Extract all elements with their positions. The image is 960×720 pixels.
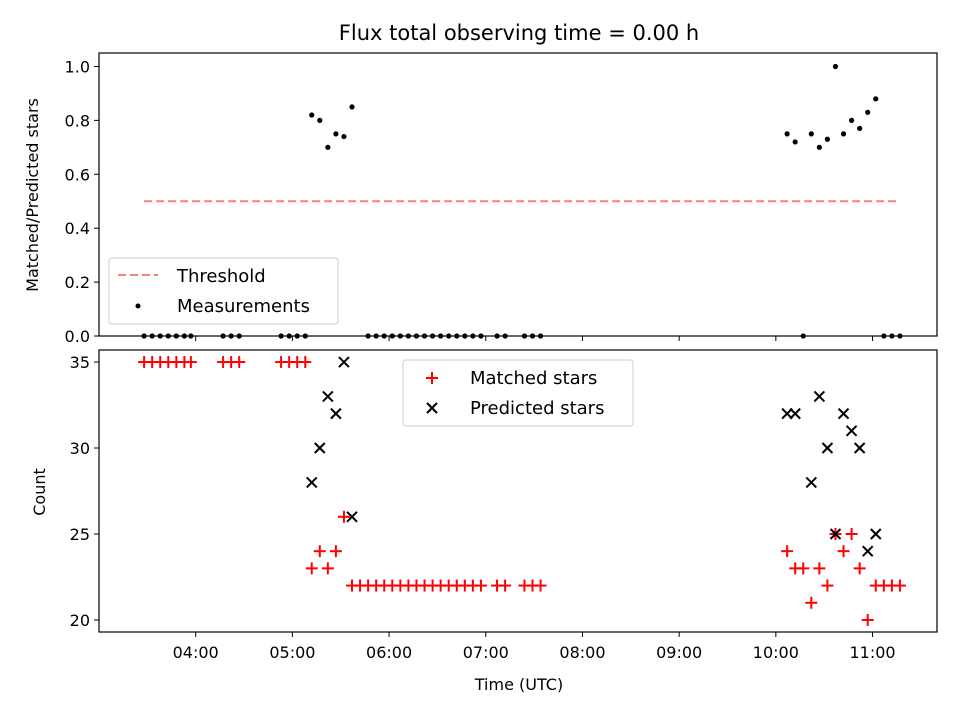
matched-star-point [853,562,866,575]
predicted-star-point [306,476,318,489]
chart-title: Flux total observing time = 0.00 h [339,21,699,45]
measurement-point [784,131,790,137]
matched-star-point [474,579,487,592]
predicted-star-point [330,407,342,420]
legend-measurements-swatch [135,303,141,309]
x-tick-label: 04:00 [173,643,219,662]
matched-star-point [305,562,318,575]
measurement-point [832,63,839,70]
bottom-data-marks [138,356,906,626]
bottom-panel: Count Time (UTC) 20 25 30 35 04:00 05:00 06:00… [30,349,938,694]
predicted-star-point [829,528,842,540]
measurement-point [333,131,339,137]
measurement-point [792,139,798,145]
predicted-star-point [837,407,850,420]
matched-star-point [534,579,547,592]
matched-star-point [861,613,874,626]
matched-star-point [313,545,326,558]
matched-star-point [329,545,342,558]
predicted-star-point [861,545,874,557]
x-tick-label: 10:00 [753,643,799,662]
bottom-y-tick-label: 30 [70,439,90,458]
top-axes-ticks: 0.0 0.2 0.4 0.6 0.8 1.0 [65,57,874,346]
legend-threshold-label: Threshold [176,266,266,287]
measurement-point [873,96,879,102]
predicted-star-point [845,425,858,437]
x-tick-label: 11:00 [849,643,895,662]
measurement-point [317,117,323,123]
x-tick-label: 05:00 [269,643,315,662]
measurement-point [840,131,847,137]
predicted-star-point [813,390,826,403]
measurement-point [341,133,347,140]
bottom-y-tick-label: 35 [70,353,90,372]
predicted-star-point [346,511,358,523]
matched-star-point [837,545,850,558]
measurement-point [808,131,814,137]
top-y-tick-label: 0.8 [65,111,90,130]
matched-star-point [781,545,794,558]
legend-matched-swatch [426,372,438,384]
predicted-star-point [338,356,350,368]
predicted-star-point [805,476,818,489]
predicted-star-point [853,442,866,454]
measurement-point [848,117,855,123]
legend-predicted-label: Predicted stars [470,398,604,419]
matched-star-point [893,579,906,592]
matched-star-point [233,356,246,369]
bottom-y-tick-label: 25 [70,525,90,544]
top-legend-box [108,257,339,325]
top-axes-frame [98,52,938,337]
top-y-tick-label: 0.0 [65,327,90,346]
x-axis-label: Time (UTC) [474,675,563,694]
top-y-tick-label: 1.0 [65,57,90,76]
predicted-star-point [322,390,334,403]
matched-star-point [184,356,197,369]
predicted-star-point [821,442,834,454]
bottom-axes-frame [98,349,938,633]
measurement-point [824,136,831,142]
matched-star-point [845,527,858,540]
bottom-legend: Matched stars Predicted stars [402,359,634,427]
measurement-point [349,104,355,110]
x-tick-label: 09:00 [656,643,702,662]
matched-star-point [797,562,810,575]
matched-star-point [299,356,312,369]
top-y-tick-label: 0.6 [65,165,90,184]
measurement-point [816,144,822,150]
matched-star-point [321,562,334,575]
legend-predicted-swatch [426,402,438,414]
predicted-star-point [789,407,801,420]
x-tick-label: 06:00 [366,643,412,662]
top-y-tick-label: 0.2 [65,273,90,292]
top-y-tick-label: 0.4 [65,219,90,238]
legend-measurements-label: Measurements [177,296,310,317]
predicted-star-point [870,528,882,540]
top-panel: Flux total observing time = 0.00 h Match… [23,21,938,346]
matched-star-point [821,579,834,592]
matched-star-point [499,579,512,592]
top-legend: Threshold Measurements [108,257,339,325]
matched-star-point [337,510,350,523]
x-tick-label: 08:00 [559,643,605,662]
measurement-point [309,112,315,118]
bottom-y-tick-label: 20 [70,611,90,630]
measurement-point [865,109,871,115]
x-tick-label: 07:00 [463,643,509,662]
measurement-point [857,125,863,132]
bottom-legend-box [402,359,634,427]
top-y-axis-label: Matched/Predicted stars [23,98,42,292]
bottom-axes-ticks: 20 25 30 35 04:00 05:00 06:00 07:00 08:00 09:00 10… [70,353,896,662]
matched-star-point [813,562,826,575]
bottom-y-axis-label: Count [30,468,49,516]
matched-star-point [805,596,818,609]
measurement-point [325,144,331,150]
predicted-star-point [314,442,326,454]
legend-matched-label: Matched stars [470,368,597,389]
